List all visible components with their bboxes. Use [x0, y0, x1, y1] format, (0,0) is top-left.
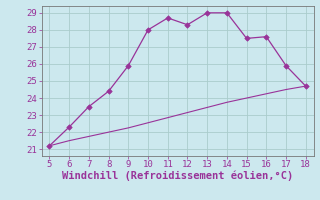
X-axis label: Windchill (Refroidissement éolien,°C): Windchill (Refroidissement éolien,°C): [62, 171, 293, 181]
